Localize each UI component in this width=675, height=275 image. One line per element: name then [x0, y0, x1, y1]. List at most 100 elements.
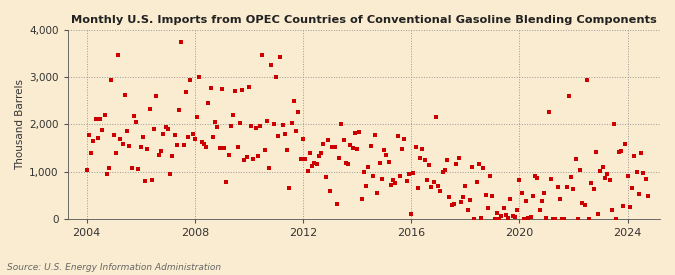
Point [503, 216, 514, 221]
Point [401, 179, 412, 184]
Point [196, 140, 207, 145]
Point [327, 145, 338, 149]
Point [306, 164, 317, 169]
Point [510, 214, 520, 219]
Point [169, 133, 180, 137]
Point [483, 206, 493, 211]
Point [586, 181, 597, 185]
Point [350, 131, 360, 135]
Point [90, 117, 101, 122]
Point [394, 173, 405, 178]
Point [473, 162, 484, 166]
Point [178, 142, 189, 147]
Point [370, 133, 381, 137]
Point [232, 144, 243, 149]
Point [530, 173, 541, 178]
Point [609, 122, 620, 127]
Point [246, 124, 256, 128]
Point [173, 108, 184, 112]
Point [365, 143, 376, 148]
Point [525, 215, 536, 219]
Point [550, 217, 561, 221]
Point [435, 189, 446, 194]
Point [487, 194, 497, 198]
Point [153, 153, 164, 157]
Point [523, 215, 534, 220]
Point [620, 142, 630, 146]
Point [318, 142, 329, 146]
Point [333, 156, 344, 160]
Point [595, 168, 606, 173]
Point [190, 137, 200, 142]
Point [254, 124, 265, 128]
Point [302, 168, 313, 173]
Point [252, 154, 263, 159]
Point [160, 125, 171, 129]
Point [496, 214, 507, 218]
Point [273, 134, 284, 139]
Point [207, 135, 218, 139]
Point [507, 214, 518, 218]
Point [183, 135, 194, 139]
Point [336, 122, 347, 127]
Point [111, 151, 122, 156]
Point [225, 124, 236, 128]
Point [548, 217, 559, 221]
Point [92, 136, 103, 141]
Point [410, 145, 421, 150]
Point [185, 77, 196, 82]
Point [456, 200, 466, 204]
Point [638, 171, 649, 175]
Point [602, 172, 613, 177]
Point [358, 170, 369, 174]
Point [562, 185, 572, 189]
Point [122, 129, 132, 134]
Point [300, 157, 310, 161]
Point [293, 109, 304, 114]
Point [257, 52, 268, 57]
Point [575, 168, 586, 172]
Point [439, 168, 450, 173]
Point [180, 90, 191, 94]
Point [476, 216, 487, 220]
Point [99, 112, 110, 117]
Point [128, 114, 139, 119]
Point [176, 40, 187, 44]
Point [527, 194, 538, 198]
Point [604, 178, 615, 182]
Point [124, 144, 135, 148]
Point [412, 185, 423, 190]
Point [119, 93, 130, 98]
Point [88, 139, 99, 143]
Point [360, 184, 371, 189]
Point [223, 153, 234, 157]
Point [250, 126, 261, 130]
Point [381, 153, 392, 157]
Point [505, 197, 516, 201]
Point [374, 161, 385, 165]
Point [466, 164, 477, 169]
Point [537, 199, 547, 204]
Point [230, 89, 241, 94]
Point [577, 200, 588, 205]
Point [363, 165, 374, 169]
Point [203, 101, 214, 105]
Point [244, 84, 254, 89]
Point [404, 172, 414, 176]
Point [616, 149, 626, 153]
Title: Monthly U.S. Imports from OPEC Countries of Conventional Gasoline Blending Compo: Monthly U.S. Imports from OPEC Countries… [71, 15, 657, 25]
Point [514, 177, 524, 182]
Point [142, 147, 153, 151]
Point [126, 166, 137, 170]
Point [624, 205, 635, 209]
Point [471, 180, 482, 184]
Point [311, 162, 322, 166]
Point [316, 151, 327, 156]
Point [323, 138, 333, 142]
Point [194, 75, 205, 79]
Point [345, 142, 356, 147]
Point [446, 203, 457, 207]
Point [219, 146, 230, 150]
Point [415, 156, 426, 160]
Point [101, 172, 112, 176]
